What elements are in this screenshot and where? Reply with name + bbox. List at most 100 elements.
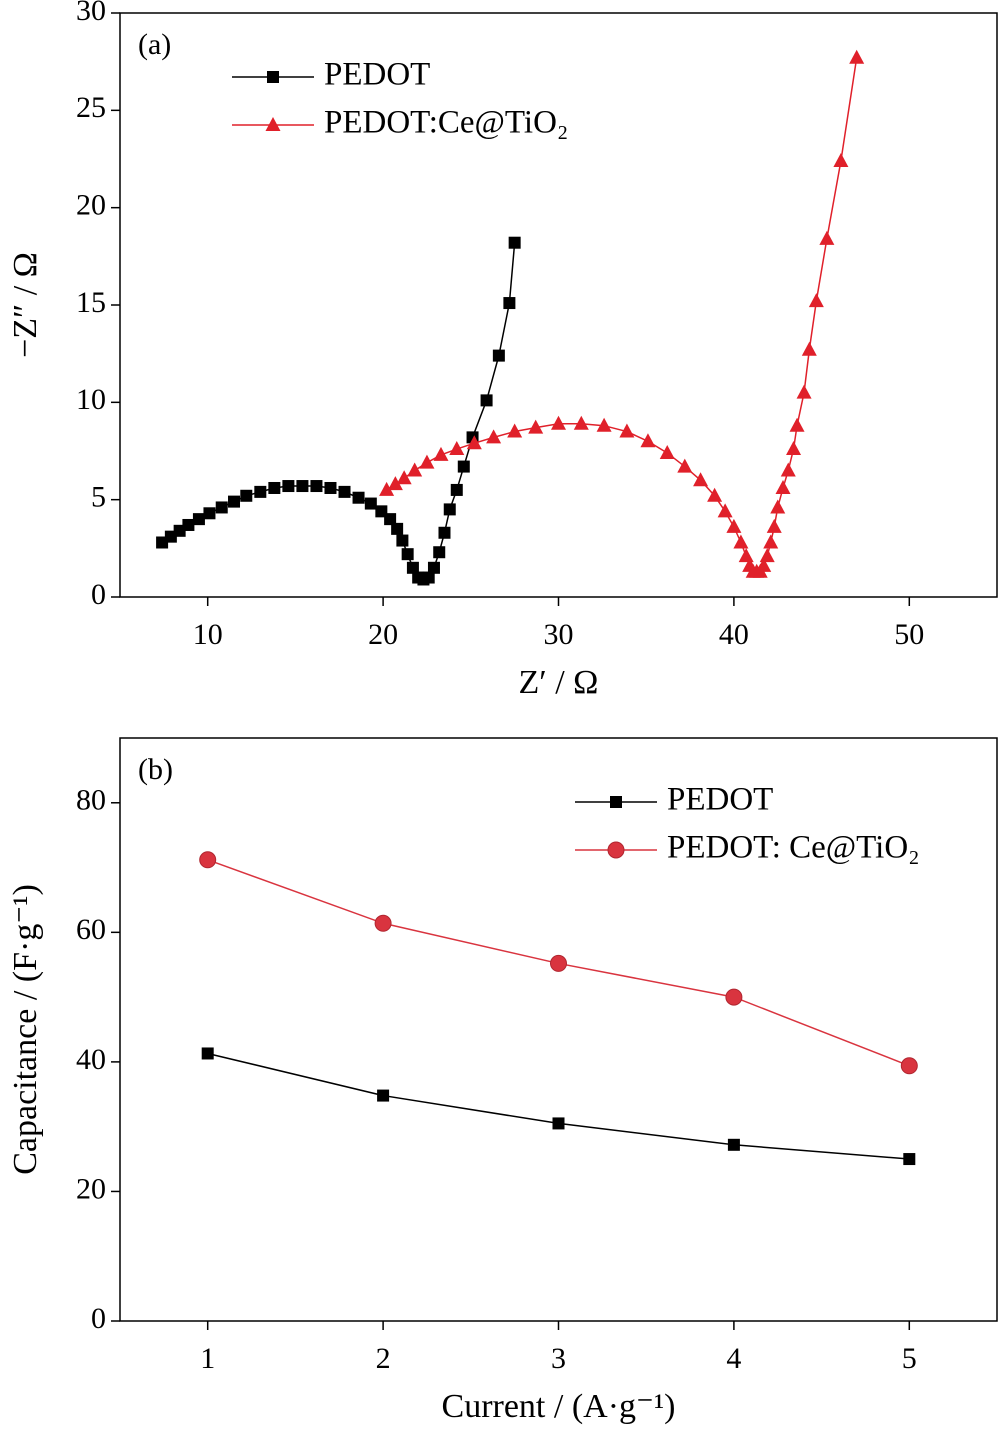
series-line: [207, 1052, 910, 1160]
marker: [182, 518, 195, 531]
marker: [780, 462, 796, 477]
marker: [693, 472, 709, 487]
marker: [480, 394, 493, 407]
marker: [573, 415, 589, 430]
y-tick-label: 25: [76, 91, 106, 124]
marker: [677, 458, 693, 473]
marker: [486, 429, 502, 444]
y-tick-label: 0: [91, 1302, 106, 1335]
y-axis-label: −Z″ / Ω: [7, 252, 44, 358]
marker: [374, 914, 392, 932]
plot-frame: [119, 12, 998, 598]
marker: [466, 435, 482, 450]
x-tick-label: 30: [544, 618, 574, 651]
y-tick-label: 60: [76, 913, 106, 946]
marker: [801, 341, 817, 356]
marker: [607, 841, 625, 859]
marker: [619, 423, 635, 438]
legend-label: PEDOT:Ce@TiO₂: [324, 105, 568, 141]
marker: [379, 481, 395, 496]
marker: [849, 49, 865, 64]
marker: [727, 1138, 740, 1151]
legend-label: PEDOT: [667, 782, 773, 818]
marker: [726, 518, 742, 533]
marker: [240, 489, 253, 502]
x-tick-label: 1: [200, 1342, 215, 1375]
marker: [503, 297, 516, 310]
marker: [433, 546, 446, 559]
y-tick-label: 5: [91, 481, 106, 514]
marker: [819, 230, 835, 245]
marker: [401, 548, 414, 561]
legend-label: PEDOT: Ce@TiO₂: [667, 830, 920, 866]
marker: [203, 507, 216, 520]
marker: [228, 495, 241, 508]
marker: [199, 851, 217, 869]
legend-label: PEDOT: [324, 57, 430, 93]
marker: [789, 417, 805, 432]
marker: [192, 513, 205, 526]
marker: [364, 497, 377, 510]
marker: [377, 1089, 390, 1102]
marker: [215, 501, 228, 514]
series-line: [161, 242, 516, 581]
marker: [507, 423, 523, 438]
marker: [267, 71, 279, 83]
y-tick-label: 0: [91, 578, 106, 611]
y-tick-label: 15: [76, 286, 106, 319]
marker: [433, 446, 449, 461]
marker: [422, 571, 435, 584]
marker: [775, 479, 791, 494]
marker: [457, 460, 470, 473]
marker: [738, 548, 754, 563]
marker: [903, 1153, 916, 1166]
marker: [296, 480, 309, 493]
marker: [763, 534, 779, 549]
marker: [733, 534, 749, 549]
marker: [707, 487, 723, 502]
marker: [550, 954, 567, 972]
marker: [282, 480, 295, 493]
marker: [770, 499, 786, 514]
marker: [756, 557, 772, 572]
marker: [265, 117, 281, 131]
marker: [717, 503, 733, 518]
marker: [254, 485, 267, 498]
marker: [406, 561, 419, 574]
x-tick-label: 50: [894, 618, 924, 651]
marker: [508, 236, 521, 249]
marker: [492, 349, 505, 362]
marker: [427, 561, 440, 574]
marker: [419, 454, 435, 469]
marker: [596, 417, 612, 432]
marker: [449, 441, 465, 456]
y-tick-label: 10: [76, 383, 106, 416]
x-axis-label: Z′ / Ω: [519, 664, 599, 701]
y-axis-label: Capacitance / (F·g⁻¹): [7, 884, 44, 1175]
marker: [528, 419, 544, 434]
y-tick-label: 40: [76, 1043, 106, 1076]
y-tick-label: 20: [76, 189, 106, 222]
y-tick-label: 30: [76, 0, 106, 27]
x-axis-label: Current / (A·g⁻¹): [442, 1388, 676, 1425]
marker: [766, 518, 782, 533]
plot-frame: [119, 737, 998, 1322]
marker: [338, 485, 351, 498]
marker: [268, 481, 281, 494]
marker: [640, 433, 656, 448]
panel-label: (a): [138, 28, 171, 61]
marker: [407, 462, 423, 477]
marker: [310, 480, 323, 493]
marker: [384, 513, 397, 526]
x-tick-label: 40: [719, 618, 749, 651]
marker: [387, 476, 403, 491]
marker: [725, 988, 743, 1006]
marker: [659, 444, 675, 459]
marker: [551, 415, 566, 430]
marker: [610, 796, 622, 808]
x-tick-label: 2: [376, 1342, 391, 1375]
marker: [438, 526, 451, 539]
x-tick-label: 3: [551, 1342, 566, 1375]
marker: [443, 503, 456, 516]
